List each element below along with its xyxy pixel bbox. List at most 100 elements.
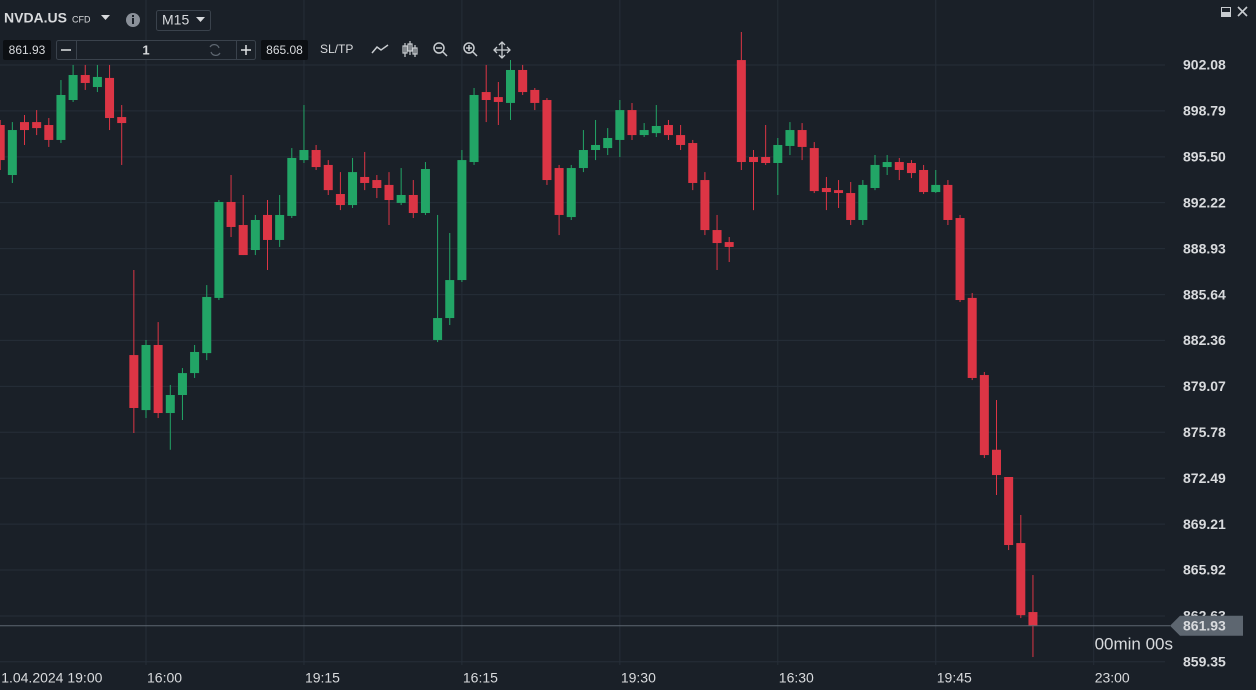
candle-body — [1004, 476, 1014, 546]
buy-price[interactable]: 865.08 — [266, 43, 303, 57]
candle-body — [68, 75, 78, 101]
candle-body — [591, 144, 601, 151]
candle-body — [372, 180, 382, 189]
candle-body — [190, 351, 200, 374]
candle-body — [797, 130, 807, 147]
candle-body — [943, 184, 953, 220]
candle-body — [408, 194, 418, 214]
candle-body — [773, 144, 783, 164]
volume-box[interactable] — [56, 40, 256, 60]
candle-body — [761, 156, 771, 164]
symbol-dropdown[interactable] — [101, 15, 110, 20]
candle-body — [688, 143, 698, 183]
candle-body — [226, 201, 236, 227]
candle-body — [263, 214, 272, 240]
y-tick-label: 865.92 — [1183, 562, 1226, 578]
candle-body — [894, 162, 904, 170]
close-icon[interactable] — [1237, 6, 1248, 17]
y-tick-label: 872.49 — [1183, 470, 1226, 486]
timeframe-dropdown[interactable] — [196, 17, 205, 22]
candle-body — [809, 148, 819, 192]
candle-body — [250, 219, 260, 251]
candle-body — [7, 130, 17, 176]
x-tick-label: 16:00 — [147, 670, 182, 686]
candle-body — [992, 449, 1001, 476]
x-tick-label: 23:00 — [1095, 670, 1130, 686]
candle-body — [92, 76, 102, 88]
sltp-button[interactable]: SL/TP — [320, 42, 353, 56]
candle-body — [1016, 543, 1026, 616]
y-tick-label: 888.93 — [1183, 240, 1226, 256]
candle-body — [457, 160, 467, 281]
candle-body — [955, 218, 965, 301]
candle-body — [1028, 612, 1038, 626]
y-tick-label: 892.22 — [1183, 194, 1226, 210]
candle-body — [785, 130, 795, 146]
sell-price[interactable]: 861.93 — [9, 43, 46, 57]
candle-body — [433, 318, 443, 340]
candle-body — [20, 122, 29, 131]
countdown-timer: 00min 00s — [1095, 634, 1173, 653]
zoom-in-icon[interactable] — [463, 42, 475, 54]
candle-body — [724, 242, 734, 247]
candle-body — [105, 77, 115, 119]
candle-body — [979, 375, 989, 456]
timeframe-box[interactable] — [156, 10, 211, 31]
zoom-in-glyph — [466, 45, 478, 57]
symbol[interactable]: NVDA.US — [4, 10, 67, 26]
volume[interactable]: 1 — [142, 42, 149, 57]
minimize-glyph — [1222, 8, 1230, 12]
y-tick-label: 882.36 — [1183, 332, 1226, 348]
candle-body — [396, 194, 406, 203]
y-tick-label: 898.79 — [1183, 103, 1226, 119]
candle-body — [335, 194, 345, 206]
candle-body — [554, 168, 564, 215]
candle-body — [238, 225, 248, 256]
buy-box[interactable] — [261, 40, 308, 60]
candle-body — [639, 130, 649, 136]
candle-body — [311, 150, 321, 168]
candle-body — [506, 69, 515, 103]
candle-body — [749, 156, 758, 163]
x-tick-label: 19:45 — [937, 670, 972, 686]
candle-body — [360, 176, 370, 183]
candle-body — [165, 395, 175, 414]
candle-body — [287, 157, 297, 216]
candle-body — [117, 117, 127, 124]
pan-icon[interactable] — [493, 41, 511, 59]
candle-body — [603, 138, 613, 149]
candle-body — [493, 97, 503, 102]
current-price-label: 861.93 — [1183, 617, 1226, 633]
candle-body — [615, 110, 625, 140]
candle-body — [919, 169, 929, 193]
candle-body — [44, 125, 54, 140]
sell-box[interactable] — [3, 40, 51, 60]
x-tick-label: 19:15 — [305, 670, 340, 686]
reset-icon[interactable] — [209, 44, 221, 56]
x-tick-label: 16:30 — [779, 670, 814, 686]
candle-body — [384, 184, 394, 201]
candle-body — [518, 69, 528, 93]
candle-body — [141, 345, 151, 411]
candle-icon[interactable] — [402, 41, 418, 57]
candle-body — [80, 75, 90, 83]
candle-body — [32, 122, 42, 129]
line-chart-icon[interactable] — [371, 44, 389, 54]
plus-button[interactable] — [241, 45, 251, 55]
candle-body — [323, 164, 333, 191]
candle-body — [846, 193, 856, 220]
zoom-out-icon[interactable] — [433, 42, 445, 54]
candle-body — [627, 110, 637, 136]
candle-body — [177, 373, 187, 396]
y-tick-label: 902.08 — [1183, 57, 1226, 73]
timeframe[interactable]: M15 — [162, 12, 189, 28]
y-tick-label: 885.64 — [1183, 286, 1226, 302]
candle-body — [299, 150, 309, 161]
info-glyph — [132, 15, 134, 17]
candle-body — [700, 180, 710, 231]
candle-body — [0, 125, 5, 161]
